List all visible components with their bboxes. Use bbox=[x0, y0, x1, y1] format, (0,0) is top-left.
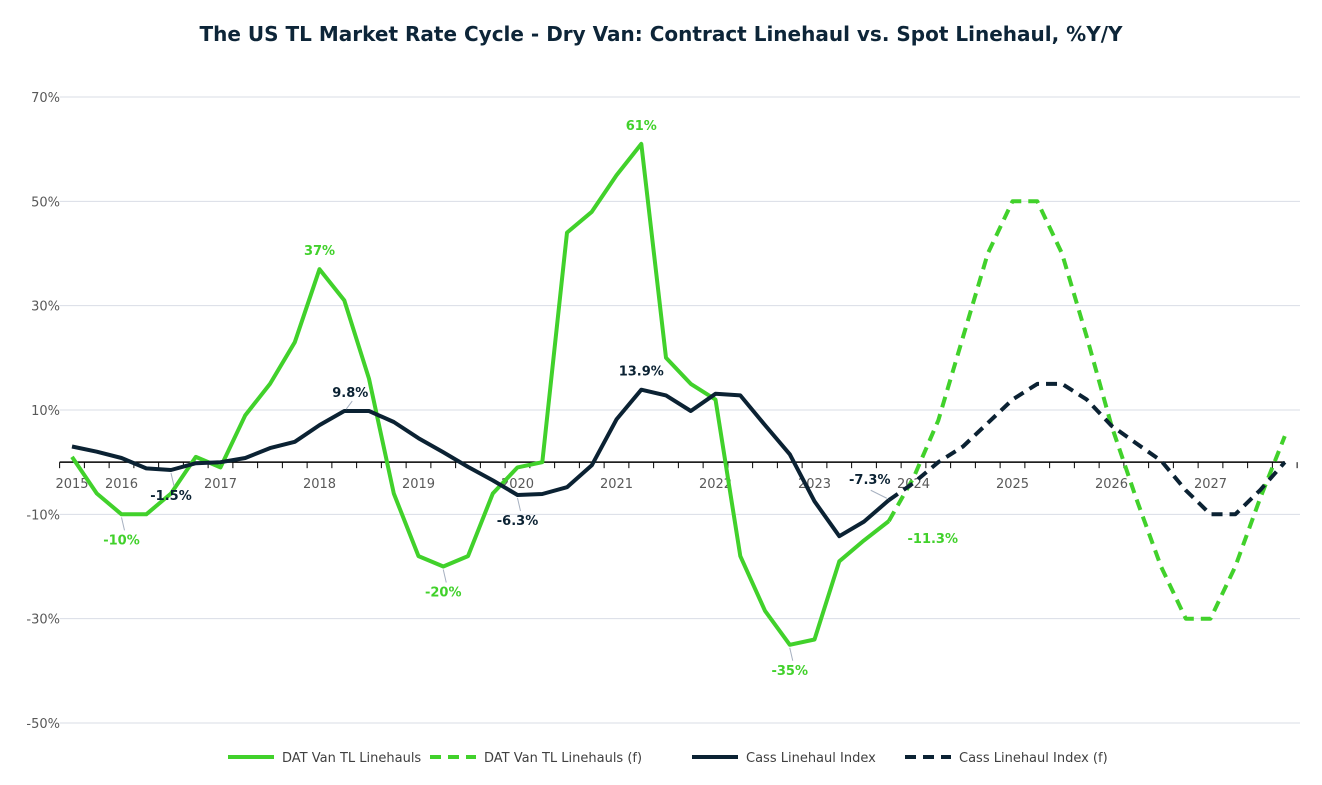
x-tick-label: 2026 bbox=[1095, 477, 1128, 492]
series-line-cass-linehaul-index bbox=[71, 387, 891, 539]
legend-label: Cass Linehaul Index (f) bbox=[959, 751, 1108, 766]
data-label: -1.5% bbox=[150, 489, 191, 504]
x-tick-label: 2017 bbox=[204, 477, 237, 492]
leader-line bbox=[170, 472, 175, 487]
legend: DAT Van TL Linehauls DAT Van TL Linehauls… bbox=[228, 751, 1108, 766]
data-label: -10% bbox=[103, 533, 140, 548]
x-tick-label: 2018 bbox=[303, 477, 336, 492]
legend-label: Cass Linehaul Index bbox=[746, 751, 876, 766]
data-label: -7.3% bbox=[849, 473, 890, 488]
y-tick-label: -10% bbox=[26, 508, 60, 523]
y-axis-ticks: 70% 50% 30% 10% -10% -30% -50% bbox=[26, 91, 60, 732]
y-tick-label: -50% bbox=[26, 717, 60, 732]
x-tick-label: 2015 bbox=[55, 477, 88, 492]
chart-title: The US TL Market Rate Cycle - Dry Van: C… bbox=[200, 22, 1123, 46]
y-tick-label: 50% bbox=[31, 195, 60, 210]
x-tick-label: 2024 bbox=[897, 477, 930, 492]
y-tick-label: -30% bbox=[26, 613, 60, 628]
data-labels: -10% 37% -20% 61% -35% -11.3% -1.5% 9.8% -6.3% 13… bbox=[103, 119, 958, 679]
gridlines bbox=[59, 96, 1300, 724]
leader-line bbox=[345, 400, 353, 410]
y-tick-label: 10% bbox=[31, 404, 60, 419]
series-line-cass-linehaul-index-f bbox=[887, 381, 1287, 517]
x-axis: 2015 2016 2017 2018 2019 2020 2021 2022 2023 2024… bbox=[55, 461, 1298, 492]
x-tick-label: 2016 bbox=[105, 477, 138, 492]
series-line-dat-van-tl-linehauls bbox=[70, 141, 891, 647]
y-tick-label: 30% bbox=[31, 300, 60, 315]
leader-line bbox=[870, 489, 887, 499]
x-tick-label: 2022 bbox=[699, 477, 732, 492]
leader-line bbox=[789, 647, 794, 661]
y-tick-label: 70% bbox=[31, 91, 60, 106]
x-tick-label: 2019 bbox=[402, 477, 435, 492]
data-label: -35% bbox=[771, 664, 808, 679]
x-tick-label: 2027 bbox=[1194, 477, 1227, 492]
data-label: 37% bbox=[304, 244, 335, 259]
legend-label: DAT Van TL Linehauls (f) bbox=[484, 751, 642, 766]
data-label: 61% bbox=[626, 119, 657, 134]
legend-label: DAT Van TL Linehauls bbox=[282, 751, 421, 766]
x-tick-label: 2025 bbox=[996, 477, 1029, 492]
data-label: -20% bbox=[425, 586, 462, 601]
x-tick-label: 2021 bbox=[600, 477, 633, 492]
leader-line bbox=[442, 569, 447, 583]
series-lines bbox=[70, 141, 1287, 647]
leader-line bbox=[121, 517, 125, 531]
data-label: -6.3% bbox=[497, 514, 538, 529]
data-label: 9.8% bbox=[332, 386, 368, 401]
leader-line bbox=[517, 497, 521, 512]
data-label: 13.9% bbox=[619, 365, 664, 380]
data-label: -11.3% bbox=[908, 532, 959, 547]
